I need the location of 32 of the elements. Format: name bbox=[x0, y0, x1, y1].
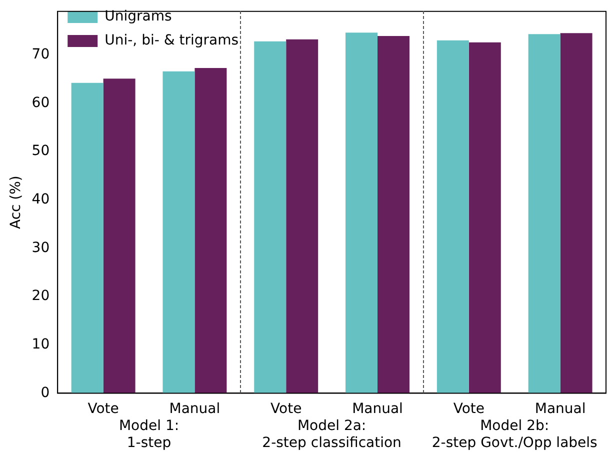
x-tick-label: Manual bbox=[352, 401, 403, 418]
y-tick-label: 10 bbox=[32, 336, 50, 353]
bar bbox=[194, 68, 227, 394]
bar bbox=[560, 33, 592, 394]
bar bbox=[254, 41, 286, 394]
legend-label: Uni-, bi- & trigrams bbox=[104, 32, 239, 49]
y-tick-label: 50 bbox=[32, 143, 50, 160]
y-tick-label: 30 bbox=[32, 240, 50, 256]
x-tick-label: Vote bbox=[453, 401, 484, 418]
text: Model 2a: 2-step classification bbox=[262, 418, 402, 451]
bar bbox=[71, 82, 104, 394]
y-tick-label: 20 bbox=[32, 288, 50, 304]
y-tick-label: 40 bbox=[32, 192, 50, 208]
x-tick-label: Vote bbox=[270, 401, 302, 418]
bar bbox=[436, 40, 469, 394]
y-tick-label: 0 bbox=[40, 384, 50, 401]
bar bbox=[286, 39, 318, 394]
x-tick-label: Manual bbox=[169, 401, 220, 418]
bar bbox=[162, 71, 195, 394]
y-tick-label: 60 bbox=[32, 94, 50, 111]
text: Model 1: 1-step bbox=[118, 418, 180, 451]
y-axis-title: Acc (%) bbox=[8, 176, 24, 230]
x-tick-label: Vote bbox=[88, 401, 119, 418]
legend-label: Unigrams bbox=[104, 8, 172, 25]
text: Model 2b: 2-step Govt./Opp labels bbox=[432, 418, 598, 451]
bar bbox=[103, 78, 136, 394]
x-tick-label: Manual bbox=[534, 401, 586, 418]
y-tick-label: 70 bbox=[32, 46, 50, 63]
bar bbox=[468, 42, 501, 394]
bar bbox=[346, 32, 378, 394]
bar bbox=[528, 34, 560, 394]
bar bbox=[378, 36, 410, 394]
